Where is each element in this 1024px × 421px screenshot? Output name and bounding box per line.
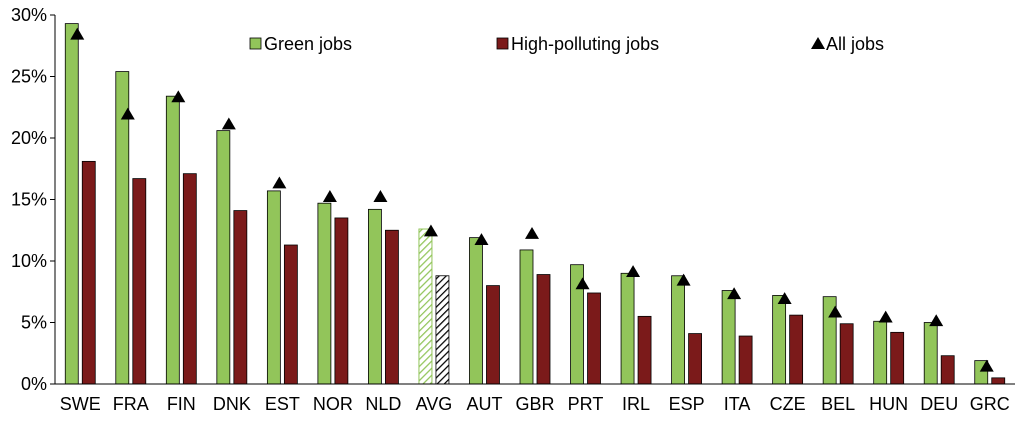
marker-all-jobs-irl bbox=[626, 265, 641, 277]
bar-high-polluting-jobs-nor bbox=[334, 217, 349, 385]
bar-green-jobs-est bbox=[266, 190, 281, 385]
bar-high-polluting-jobs-dnk bbox=[233, 210, 248, 385]
legend-label-high-polluting-jobs: High-polluting jobs bbox=[511, 34, 659, 54]
bar-green-jobs-esp bbox=[671, 275, 685, 385]
marker-all-jobs-hun bbox=[878, 310, 893, 323]
marker-all-jobs-deu bbox=[929, 314, 944, 327]
bar-high-polluting-jobs-fin bbox=[182, 173, 197, 385]
bar-high-polluting-jobs-fra bbox=[132, 178, 147, 385]
bar-high-polluting-jobs-gbr bbox=[536, 274, 551, 385]
x-tick-label-fra: FRA bbox=[113, 394, 149, 414]
legend: Green jobs High-polluting jobs All jobs bbox=[249, 34, 884, 54]
x-tick-label-deu: DEU bbox=[920, 394, 958, 414]
legend-swatch-all-jobs bbox=[811, 37, 825, 49]
marker-all-jobs-aut bbox=[474, 233, 489, 245]
bar-green-jobs-avg bbox=[418, 228, 433, 385]
bar-high-polluting-jobs-grc bbox=[991, 377, 1006, 385]
marker-all-jobs-esp bbox=[676, 273, 691, 286]
legend-label-all-jobs: All jobs bbox=[826, 34, 884, 54]
x-tick-label-gbr: GBR bbox=[515, 394, 554, 414]
bar-high-polluting-jobs-nld bbox=[385, 229, 399, 385]
bar-high-polluting-jobs-bel bbox=[839, 323, 854, 385]
y-tick-label: 0% bbox=[21, 374, 47, 394]
marker-all-jobs-avg bbox=[423, 224, 438, 237]
bar-high-polluting-jobs-est bbox=[283, 244, 298, 385]
marker-all-jobs-nld bbox=[373, 190, 388, 202]
bar-high-polluting-jobs-esp bbox=[688, 333, 702, 385]
bar-high-polluting-jobs-avg bbox=[435, 275, 450, 385]
x-tick-label-grc: GRC bbox=[970, 394, 1010, 414]
y-tick-label: 5% bbox=[21, 313, 47, 333]
marker-all-jobs-prt bbox=[575, 277, 590, 290]
x-tick-label-irl: IRL bbox=[622, 394, 650, 414]
bar-green-jobs-hun bbox=[873, 320, 888, 385]
bars bbox=[64, 23, 1006, 385]
x-tick-label-avg: AVG bbox=[416, 394, 453, 414]
bar-green-jobs-irl bbox=[620, 272, 635, 385]
x-tick-label-fin: FIN bbox=[167, 394, 196, 414]
x-tick-label-nor: NOR bbox=[313, 394, 353, 414]
x-tick-label-prt: PRT bbox=[568, 394, 604, 414]
y-tick-label: 20% bbox=[11, 128, 47, 148]
marker-all-jobs-grc bbox=[979, 359, 994, 372]
bar-green-jobs-ita bbox=[721, 290, 736, 385]
x-axis-tick-labels: SWE FRA FIN DNK EST NOR NLD AVG AUT GBR PRT IRL ESP I… bbox=[60, 394, 1010, 414]
marker-all-jobs-bel bbox=[828, 305, 843, 318]
x-tick-label-swe: SWE bbox=[60, 394, 101, 414]
bar-high-polluting-jobs-hun bbox=[890, 331, 905, 385]
x-tick-label-bel: BEL bbox=[821, 394, 855, 414]
bar-high-polluting-jobs-swe bbox=[81, 160, 96, 385]
marker-all-jobs-nor bbox=[322, 190, 337, 202]
bar-green-jobs-dnk bbox=[216, 130, 231, 385]
marker-all-jobs-fra bbox=[120, 107, 135, 120]
x-tick-label-nld: NLD bbox=[365, 394, 401, 414]
bar-green-jobs-gbr bbox=[519, 249, 534, 385]
all-jobs-markers bbox=[70, 27, 994, 372]
x-tick-label-dnk: DNK bbox=[213, 394, 251, 414]
x-tick-label-cze: CZE bbox=[770, 394, 806, 414]
marker-all-jobs-gbr bbox=[525, 226, 539, 239]
marker-all-jobs-dnk bbox=[221, 117, 236, 130]
legend-label-green-jobs: Green jobs bbox=[264, 34, 352, 54]
bar-green-jobs-fin bbox=[165, 95, 180, 385]
bar-high-polluting-jobs-cze bbox=[789, 314, 804, 385]
x-tick-label-esp: ESP bbox=[669, 394, 705, 414]
x-tick-label-hun: HUN bbox=[869, 394, 908, 414]
bar-high-polluting-jobs-aut bbox=[486, 285, 500, 385]
marker-all-jobs-est bbox=[272, 176, 287, 189]
bar-green-jobs-deu bbox=[923, 322, 938, 385]
bar-green-jobs-cze bbox=[772, 295, 787, 385]
bar-green-jobs-nld bbox=[368, 208, 382, 385]
y-tick-label: 25% bbox=[11, 67, 47, 87]
bar-high-polluting-jobs-prt bbox=[587, 292, 601, 385]
marker-all-jobs-cze bbox=[777, 292, 792, 305]
x-tick-label-ita: ITA bbox=[724, 394, 751, 414]
legend-swatch-green-jobs bbox=[249, 37, 262, 50]
bar-high-polluting-jobs-deu bbox=[940, 355, 955, 385]
y-tick-label: 30% bbox=[11, 5, 47, 25]
legend-swatch-high-polluting-jobs bbox=[496, 37, 509, 50]
bar-green-jobs-nor bbox=[317, 202, 332, 385]
bar-green-jobs-aut bbox=[469, 237, 483, 385]
bar-green-jobs-swe bbox=[64, 23, 79, 385]
y-tick-label: 15% bbox=[11, 190, 47, 210]
y-axis-tick-labels: 0% 5% 10% 15% 20% 25% 30% bbox=[11, 5, 55, 394]
marker-all-jobs-ita bbox=[727, 287, 742, 300]
marker-all-jobs-fin bbox=[171, 90, 186, 103]
marker-all-jobs-swe bbox=[70, 27, 85, 40]
x-tick-label-aut: AUT bbox=[466, 394, 502, 414]
bar-high-polluting-jobs-ita bbox=[738, 335, 753, 385]
y-tick-label: 10% bbox=[11, 251, 47, 271]
bar-high-polluting-jobs-irl bbox=[637, 315, 652, 385]
x-tick-label-est: EST bbox=[265, 394, 300, 414]
